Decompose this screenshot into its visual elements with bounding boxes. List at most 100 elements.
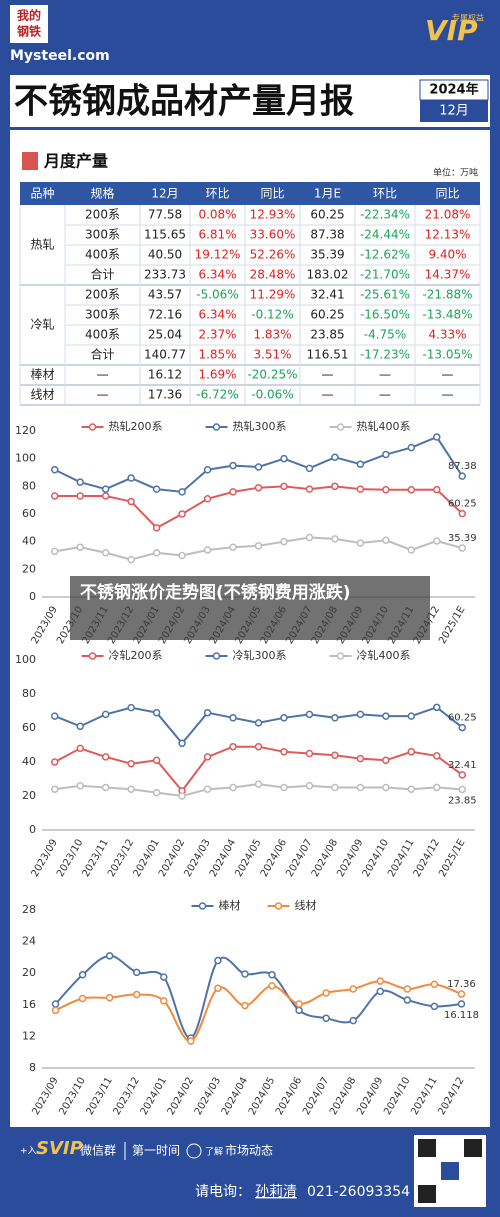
- logo-text: 我的: [17, 8, 41, 23]
- table-cell: 3.51%: [253, 348, 291, 362]
- table-group-cell: 热轧: [30, 238, 54, 252]
- data-point: [203, 465, 212, 474]
- clock-icon: [186, 1143, 202, 1159]
- legend-label: 热轧400系: [357, 419, 411, 433]
- table-cell: 6.81%: [198, 228, 236, 242]
- data-point: [187, 1037, 195, 1045]
- y-tick-label: 24: [22, 935, 36, 948]
- data-point: [203, 753, 212, 761]
- series-line: [55, 980, 462, 1043]
- data-point: [254, 542, 263, 550]
- watermark: 不锈钢涨价走势图(不锈钢费用涨跌): [70, 576, 430, 640]
- table-group-cell: 线材: [30, 388, 54, 402]
- table-cell: -21.70%: [360, 268, 410, 282]
- y-tick-label: 8: [29, 1061, 36, 1074]
- data-point: [78, 971, 87, 979]
- table-cell: -13.05%: [422, 348, 472, 362]
- data-point: [305, 710, 314, 719]
- data-point: [78, 994, 87, 1003]
- table-cell: 6.34%: [198, 268, 236, 282]
- table-cell: -0.12%: [251, 308, 293, 322]
- data-point: [407, 785, 416, 793]
- data-point: [105, 952, 114, 960]
- table-cell: 21.08%: [425, 208, 471, 222]
- month-box: [420, 100, 488, 122]
- table-cell: —: [442, 368, 454, 382]
- data-point: [127, 759, 135, 768]
- data-point: [178, 510, 186, 518]
- y-tick-label: 80: [22, 479, 36, 492]
- data-point: [433, 752, 441, 760]
- table-group-cell: 棒材: [30, 368, 54, 382]
- data-point: [203, 495, 212, 503]
- data-point: [229, 461, 237, 470]
- data-point: [50, 547, 59, 556]
- data-point: [229, 783, 237, 792]
- logo-text: 钢铁: [17, 24, 41, 39]
- data-point: [433, 433, 441, 441]
- data-point: [254, 463, 263, 471]
- table-cell: 60.25: [310, 208, 344, 222]
- y-tick-label: 100: [15, 653, 36, 666]
- data-label: 60.25: [448, 713, 477, 724]
- data-point: [322, 1014, 330, 1022]
- table-cell: 16.12: [148, 368, 182, 382]
- table-cell: —: [322, 388, 334, 402]
- table-header-cell: 品种: [30, 187, 54, 201]
- data-label: 87.38: [448, 461, 477, 472]
- table-cell: 23.85: [310, 328, 344, 342]
- legend-label: 线材: [295, 898, 317, 912]
- table-cell: -25.61%: [360, 288, 410, 302]
- data-point: [458, 509, 467, 518]
- table-cell: 28.48%: [250, 268, 296, 282]
- data-label: 17.36: [447, 979, 476, 990]
- series-line: [54, 954, 462, 1039]
- data-point: [50, 785, 59, 793]
- data-point: [356, 754, 365, 763]
- data-point: [132, 990, 141, 999]
- data-point: [178, 551, 186, 560]
- data-point: [331, 751, 339, 759]
- promo-text: 了解: [205, 1146, 223, 1158]
- divider: [10, 127, 490, 130]
- table-cell: 400系: [85, 248, 120, 262]
- data-point: [458, 785, 467, 794]
- data-point: [50, 492, 59, 500]
- promo-text: 市场动态: [225, 1143, 273, 1158]
- table-cell: 233.73: [144, 268, 186, 282]
- table-cell: -20.25%: [247, 368, 297, 382]
- table-cell: 116.51: [307, 348, 349, 362]
- qr-corner: [418, 1139, 436, 1157]
- data-point: [105, 993, 114, 1002]
- table-cell: 77.58: [148, 208, 182, 222]
- data-label: 16.118: [444, 1010, 479, 1021]
- table-cell: 72.16: [148, 308, 182, 322]
- data-point: [127, 785, 135, 793]
- qr-corner: [464, 1139, 482, 1157]
- table-cell: —: [97, 388, 109, 402]
- data-point: [229, 714, 237, 722]
- data-point: [203, 546, 212, 554]
- data-point: [457, 990, 466, 998]
- legend-label: 冷轧200系: [109, 648, 163, 662]
- table-cell: 35.39: [310, 248, 344, 262]
- data-point: [152, 485, 161, 493]
- data-point: [268, 971, 276, 979]
- data-point: [305, 533, 314, 542]
- table-header-cell: 12月: [151, 187, 178, 201]
- data-point: [433, 485, 441, 494]
- data-point: [458, 544, 467, 552]
- data-point: [433, 537, 441, 545]
- table-cell: 43.57: [148, 288, 182, 302]
- table-cell: 60.25: [310, 308, 344, 322]
- table-cell: 合计: [90, 267, 114, 282]
- y-tick-label: 20: [22, 789, 36, 802]
- vip-note: 专属权益: [452, 13, 484, 23]
- data-point: [152, 756, 161, 765]
- table-cell: 12.13%: [425, 228, 471, 242]
- legend-swatch: [88, 652, 97, 660]
- data-point: [280, 783, 288, 792]
- data-point: [254, 780, 263, 788]
- data-point: [76, 492, 84, 500]
- table-cell: -13.48%: [422, 308, 472, 322]
